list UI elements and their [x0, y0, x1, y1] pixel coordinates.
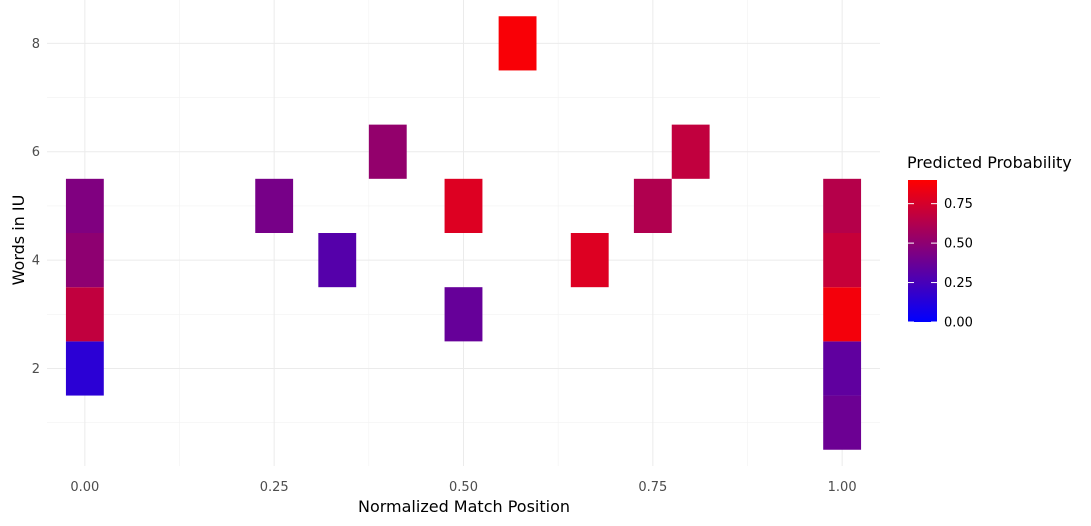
heatmap-tile — [498, 16, 537, 71]
heatmap-tile — [823, 233, 862, 288]
x-axis-title: Normalized Match Position — [358, 497, 570, 516]
heatmap-tile — [823, 178, 862, 233]
heatmap-tile — [318, 233, 357, 288]
y-tick-label: 6 — [32, 145, 40, 160]
legend-ticks: 0.00 0.25 0.50 0.75 — [908, 197, 973, 331]
x-tick-label: 0.00 — [70, 480, 99, 495]
heatmap-tile — [444, 178, 483, 233]
x-tick-labels: 0.00 0.25 0.50 0.75 1.00 — [70, 480, 856, 495]
legend-tick-label: 0.75 — [944, 197, 973, 212]
legend-colorbar — [908, 180, 937, 322]
x-tick-label: 0.75 — [638, 480, 667, 495]
legend-tick-label: 0.00 — [944, 316, 973, 331]
heatmap-tile — [570, 233, 609, 288]
x-tick-label: 1.00 — [828, 480, 857, 495]
legend-tick-label: 0.25 — [944, 276, 973, 291]
heatmap-tile — [65, 341, 104, 396]
heatmap-tile — [65, 287, 104, 342]
heatmap-tile — [65, 178, 104, 233]
legend-tick-label: 0.50 — [944, 237, 973, 252]
heatmap-tile — [633, 178, 672, 233]
tile-layer — [65, 16, 862, 450]
legend-title: Predicted Probability — [907, 153, 1072, 172]
y-axis-title: Words in IU — [9, 195, 28, 286]
heatmap-tile — [65, 233, 104, 288]
legend: Predicted Probability 0.00 0.25 0.50 0.75 — [907, 153, 1072, 331]
x-tick-label: 0.25 — [260, 480, 289, 495]
heatmap-tile — [823, 341, 862, 396]
heatmap-tile — [255, 178, 294, 233]
y-tick-label: 4 — [32, 254, 40, 269]
heatmap-tile — [368, 124, 407, 179]
x-tick-label: 0.50 — [449, 480, 478, 495]
heatmap-tile — [444, 287, 483, 342]
y-tick-label: 2 — [32, 362, 40, 377]
heatmap-tile — [671, 124, 710, 179]
y-tick-label: 8 — [32, 37, 40, 52]
heatmap-tile — [823, 395, 862, 450]
y-tick-labels: 2 4 6 8 — [32, 37, 40, 377]
heatmap-tile — [823, 287, 862, 342]
